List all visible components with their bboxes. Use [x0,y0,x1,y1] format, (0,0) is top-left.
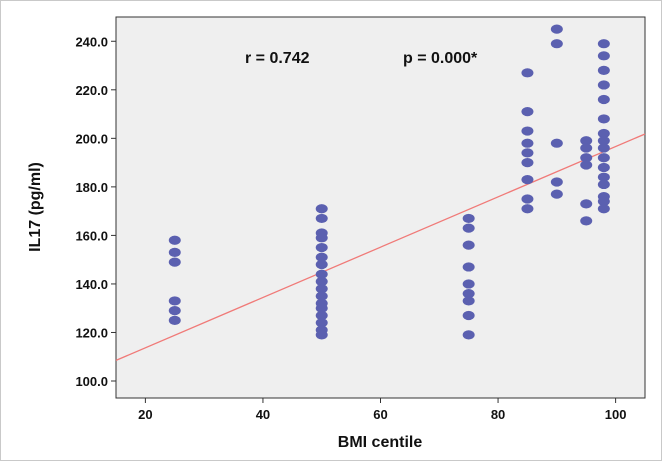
data-point [315,284,328,294]
data-point [580,143,593,153]
data-point [315,213,328,224]
data-point [315,204,328,214]
data-point [580,216,593,226]
data-point [597,128,610,139]
data-point [521,138,534,148]
data-point [521,148,534,158]
data-point [462,279,475,289]
data-point [462,296,475,306]
annotation-p: p = 0.000* [403,50,478,67]
y-tick-label: 180.0 [75,180,108,195]
data-point [462,289,475,299]
data-point [462,330,475,340]
data-point [550,177,563,187]
data-point [315,269,328,279]
data-point [597,94,610,105]
data-point [597,39,610,49]
y-tick-label: 220.0 [75,83,108,98]
y-tick-label: 200.0 [75,131,108,146]
data-point [597,204,610,214]
data-point [168,257,181,267]
y-tick-label: 140.0 [75,277,108,292]
x-tick-label: 80 [491,407,505,422]
data-point [168,306,181,316]
data-point [550,138,563,148]
data-point [597,65,610,75]
x-tick-label: 20 [138,407,152,422]
data-point [597,80,610,90]
annotation-r: r = 0.742 [245,50,310,67]
data-point [597,136,610,146]
data-point [462,240,475,250]
plot-area [115,16,646,399]
data-point [168,235,181,245]
data-point [462,223,475,233]
data-point [315,259,328,270]
data-point [315,310,328,321]
data-point [521,194,534,204]
y-tick-label: 120.0 [75,325,108,340]
y-tick-label: 240.0 [75,34,108,49]
data-point [550,24,563,34]
data-point [521,107,534,117]
data-point [580,153,593,163]
data-point [168,247,181,257]
data-point [315,252,328,262]
data-point [550,39,563,49]
data-point [315,242,328,253]
regression-line [115,133,646,361]
data-point [580,160,593,170]
data-point [521,68,534,78]
data-point [315,291,328,301]
data-point [597,114,610,124]
data-point [315,318,328,328]
data-point [315,276,328,287]
data-point [597,51,610,61]
data-point [597,196,610,207]
x-tick-label: 60 [373,407,387,422]
y-tick-label: 160.0 [75,228,108,243]
data-point [521,204,534,214]
data-point [462,213,475,224]
data-point [315,330,328,340]
data-point [521,126,534,136]
data-point [168,315,181,325]
data-point [462,262,475,272]
data-point [315,303,328,313]
data-point [597,153,610,163]
data-point [521,158,534,168]
data-point [462,310,475,321]
data-point [580,199,593,209]
data-point [597,179,610,190]
data-point [315,233,328,243]
y-tick-label: 100.0 [75,374,108,389]
data-point [550,189,563,199]
data-point [597,162,610,173]
x-tick-label: 100 [605,407,627,422]
data-point [168,296,181,306]
data-point [597,172,610,182]
data-point [597,143,610,153]
x-axis-title: BMI centile [338,434,423,451]
data-point [521,174,534,185]
data-point [580,136,593,146]
y-axis-title: IL17 (pg/ml) [27,162,44,252]
x-tick-label: 40 [256,407,270,422]
